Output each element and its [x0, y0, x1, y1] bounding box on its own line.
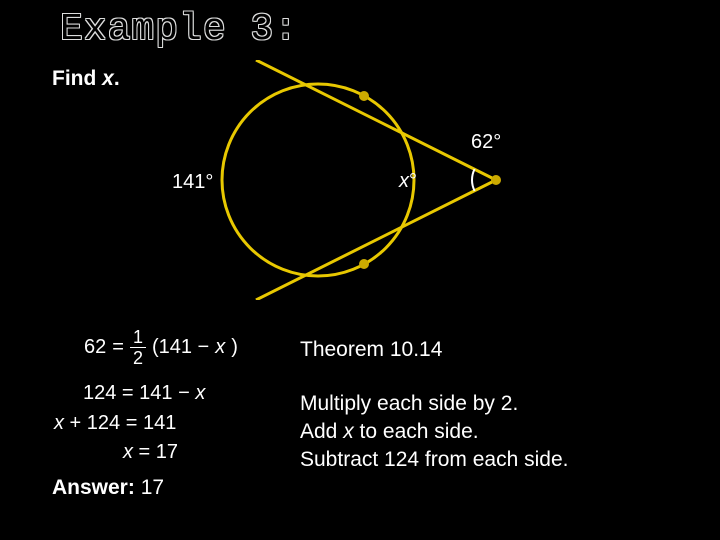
tangent-point-top [359, 91, 369, 101]
step-add-var: x [343, 420, 354, 443]
eq4-var: x [123, 441, 133, 463]
angle-label: 62° [471, 131, 501, 153]
eq1-frac-den: 2 [133, 348, 143, 367]
eq1-frac-num: 1 [130, 328, 146, 348]
slide-title: Example 3: [60, 8, 298, 51]
equation-2: 124 = 141 − x [83, 382, 205, 405]
eq3-var: x [54, 412, 64, 434]
eq1-fraction: 1 2 [130, 328, 146, 367]
eq1-lhs: 62 [84, 336, 106, 359]
prompt-find: Find x. [52, 67, 120, 91]
eq1-paren-open: (141 − [152, 336, 209, 359]
eq2-text: 124 = 141 − [83, 382, 195, 404]
equation-3: x + 124 = 141 [54, 412, 176, 435]
step-theorem: Theorem 10.14 [300, 336, 442, 364]
find-period: . [114, 67, 120, 90]
near-arc-label: x° [398, 170, 417, 192]
step-add-post: to each side. [354, 420, 479, 443]
eq2-var: x [195, 382, 205, 404]
external-point [491, 175, 501, 185]
find-label: Find [52, 67, 102, 90]
equation-4: x = 17 [123, 441, 178, 464]
diagram-circle [222, 84, 414, 276]
slide-root: Example 3: Find x. 141° x° 62° 62 = 1 2 … [0, 0, 720, 540]
circle-diagram: 141° x° 62° [150, 60, 510, 300]
equation-1: 62 = 1 2 (141 − x) [84, 328, 238, 367]
answer-line: Answer: 17 [52, 476, 164, 500]
step-add-pre: Add [300, 420, 343, 443]
tangent-line-bottom [256, 180, 496, 300]
eq1-paren-close: ) [231, 336, 238, 359]
diagram-svg: 141° x° 62° [150, 60, 510, 300]
tangent-point-bottom [359, 259, 369, 269]
eq1-var: x [215, 336, 225, 359]
answer-value: 17 [135, 476, 164, 499]
step-add: Add x to each side. [300, 418, 479, 446]
eq4-rest: = 17 [133, 441, 178, 463]
tangent-line-top [256, 60, 496, 180]
far-arc-label: 141° [172, 171, 213, 193]
eq1-equals: = [112, 336, 124, 359]
step-multiply: Multiply each side by 2. [300, 390, 518, 418]
step-subtract: Subtract 124 from each side. [300, 446, 568, 474]
answer-label: Answer: [52, 476, 135, 499]
eq3-rest: + 124 = 141 [64, 412, 176, 434]
find-variable: x [102, 67, 114, 90]
angle-arc [472, 169, 475, 191]
